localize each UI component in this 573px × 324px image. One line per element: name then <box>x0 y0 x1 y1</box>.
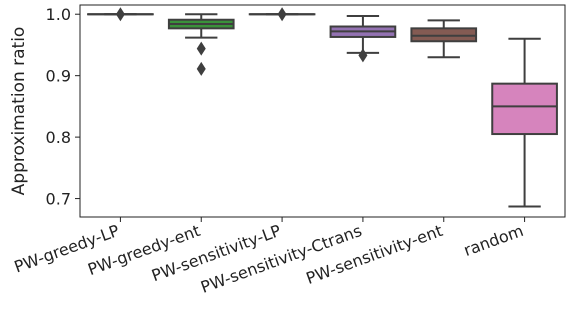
box-group <box>248 7 316 22</box>
outlier-point <box>115 7 125 22</box>
y-tick-label: 0.7 <box>46 190 71 209</box>
box-group <box>491 37 558 208</box>
box-group <box>329 15 397 63</box>
box-group <box>410 19 478 59</box>
x-tick-label: random <box>461 221 526 260</box>
y-tick-label: 1.0 <box>46 5 71 24</box>
plot-frame <box>79 4 566 218</box>
outlier-point <box>277 7 287 22</box>
y-axis-label: Approximation ratio <box>9 27 29 196</box>
box-group <box>167 13 235 76</box>
outlier-point <box>358 48 368 63</box>
box <box>491 82 558 136</box>
box-group <box>87 7 154 22</box>
y-tick-label: 0.9 <box>46 67 71 86</box>
outlier-point <box>196 61 206 76</box>
y-tick-label: 0.8 <box>46 128 71 147</box>
x-tick-label: PW-sensitivity-ent <box>303 221 445 288</box>
outlier-point <box>196 41 206 56</box>
